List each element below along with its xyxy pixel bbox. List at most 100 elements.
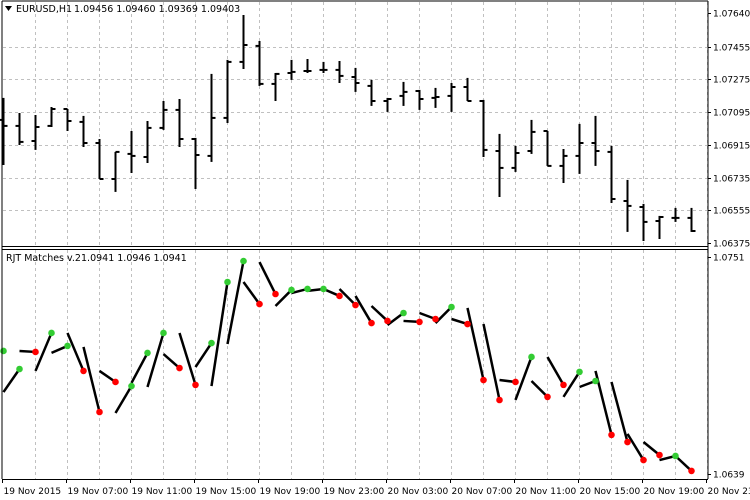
- up-dot: [592, 377, 599, 385]
- indicator-segment: [274, 289, 293, 307]
- down-dot: [352, 301, 359, 309]
- price-label: 1.06735: [713, 175, 750, 185]
- down-dot: [432, 315, 439, 323]
- indicator-segment: [114, 385, 133, 414]
- ohlc-bar: [319, 61, 328, 73]
- down-dot: [96, 408, 103, 416]
- up-dot: [0, 347, 7, 355]
- price-label: 1.07640: [713, 10, 750, 20]
- ohlc-bar: [511, 145, 520, 172]
- indicator-segment: [82, 346, 101, 413]
- indicator-values: 1.0941 1.0946 1.0941: [81, 253, 187, 264]
- indicator-segment: [258, 261, 277, 295]
- up-dot: [288, 286, 295, 294]
- price-label: 1.06555: [713, 207, 750, 217]
- up-dot: [576, 368, 583, 376]
- down-dot: [688, 467, 695, 475]
- ohlc-bar: [655, 215, 664, 239]
- up-dot: [528, 353, 535, 361]
- ohlc-bar: [255, 41, 264, 86]
- indicator-segment: [466, 307, 485, 381]
- time-label: 19 Nov 11:00: [132, 487, 193, 497]
- indicator-label: 1.0751: [713, 254, 745, 264]
- time-label: 19 Nov 15:00: [196, 487, 257, 497]
- ohlc-bar: [607, 145, 616, 203]
- down-dot: [464, 320, 471, 328]
- ohlc-bar: [207, 73, 216, 162]
- up-dot: [144, 349, 151, 357]
- indicator-segment: [2, 368, 21, 393]
- indicator-segment: [194, 342, 213, 368]
- ohlc-bar: [623, 179, 632, 232]
- ohlc-bar: [127, 131, 136, 173]
- indicator-segment: [514, 356, 533, 401]
- ohlc-bar: [95, 139, 104, 180]
- ohlc-bar: [415, 89, 424, 110]
- down-dot: [384, 317, 391, 325]
- ohlc-bar: [239, 15, 248, 69]
- ohlc-bar: [111, 150, 120, 192]
- down-dot: [608, 431, 615, 439]
- down-dot: [496, 396, 503, 404]
- ohlc-bar: [223, 59, 232, 123]
- price-label: 1.07455: [713, 44, 750, 54]
- indicator-segment: [130, 352, 149, 384]
- indicator-segment: [146, 332, 165, 388]
- indicator-label: 1.0639: [713, 471, 745, 481]
- indicator-segment: [546, 356, 565, 386]
- ohlc-bar: [543, 130, 552, 167]
- time-label: 19 Nov 19:00: [260, 487, 321, 497]
- up-dot: [16, 365, 23, 373]
- indicator-segment: [642, 441, 661, 456]
- ohlc-bar: [79, 115, 88, 147]
- ohlc-bar: [0, 97, 8, 165]
- up-dot: [224, 278, 231, 286]
- ohlc-bar: [495, 133, 504, 197]
- down-dot: [272, 290, 279, 298]
- ohlc-bar: [447, 83, 456, 112]
- indicator-segment: [66, 332, 85, 372]
- indicator-segment: [162, 353, 181, 369]
- ohlc-bar: [399, 81, 408, 106]
- indicator-segment: [226, 260, 245, 345]
- up-dot: [160, 329, 167, 337]
- up-dot: [128, 382, 135, 390]
- ohlc-bar: [303, 59, 312, 73]
- price-label: 1.06915: [713, 142, 750, 152]
- ohlc-bar: [559, 149, 568, 183]
- indicator-segment: [370, 305, 389, 322]
- ohlc-bar: [367, 79, 376, 106]
- indicator-segment: [210, 281, 229, 387]
- triangle-down-icon[interactable]: [5, 6, 12, 11]
- price-label: 1.07095: [713, 109, 750, 119]
- ohlc-bar: [479, 99, 488, 157]
- down-dot: [368, 319, 375, 327]
- up-dot: [672, 452, 679, 460]
- indicator-segment: [530, 380, 549, 398]
- indicator-segment: [674, 455, 693, 472]
- down-dot: [336, 292, 343, 300]
- ohlc-bar: [527, 119, 536, 154]
- indicator-segment: [626, 433, 645, 461]
- down-dot: [80, 367, 87, 375]
- up-dot: [208, 339, 215, 347]
- down-dot: [192, 381, 199, 389]
- down-dot: [544, 393, 551, 401]
- time-label: 20 Nov 07:00: [452, 487, 513, 497]
- time-label: 20 Nov 11:00: [516, 487, 577, 497]
- ohlc-bar: [351, 67, 360, 92]
- up-dot: [240, 257, 247, 265]
- ohlc-bar: [31, 115, 40, 150]
- ohlc-bar: [175, 99, 184, 147]
- down-dot: [624, 438, 631, 446]
- symbol-header: EURUSD,H1: [16, 4, 72, 15]
- indicator-segment: [354, 295, 373, 324]
- time-label: 20 Nov 15:00: [580, 487, 641, 497]
- price-label: 1.06375: [713, 240, 750, 250]
- ohlc-bar: [15, 113, 24, 145]
- indicator-segment: [386, 311, 405, 327]
- down-dot: [480, 376, 487, 384]
- ohlc-bar: [639, 203, 648, 241]
- down-dot: [176, 364, 183, 372]
